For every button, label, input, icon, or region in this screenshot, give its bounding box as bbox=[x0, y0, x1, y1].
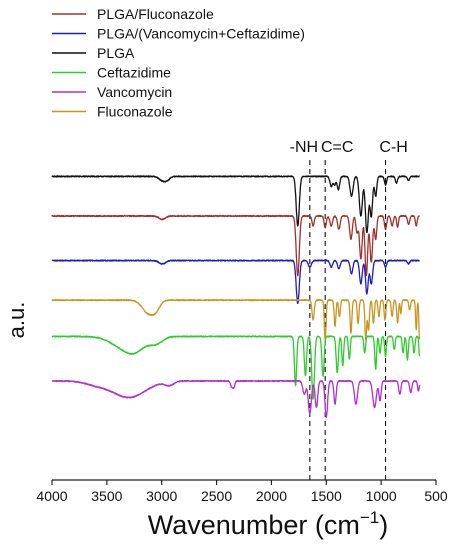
annotation-label: C=C bbox=[321, 139, 353, 156]
legend-label: Ceftazidime bbox=[97, 65, 171, 81]
annotation-label: -NH bbox=[290, 139, 318, 156]
peak-annotations: -NH C=C C-H bbox=[290, 139, 408, 480]
x-tick-label: 3500 bbox=[91, 488, 122, 504]
x-tick-label: 1500 bbox=[311, 488, 342, 504]
y-axis-label: a.u. bbox=[4, 302, 29, 339]
x-tick-label: 3000 bbox=[146, 488, 177, 504]
x-tick-label: 2000 bbox=[256, 488, 287, 504]
x-axis-label-superscript: −1 bbox=[360, 508, 379, 527]
legend-label: PLGA/(Vancomycin+Ceftazidime) bbox=[97, 26, 305, 42]
series-line bbox=[51, 175, 421, 234]
legend-label: Vancomycin bbox=[97, 84, 172, 100]
legend-label: PLGA/Fluconazole bbox=[97, 6, 214, 22]
spectra-lines bbox=[51, 175, 421, 418]
x-tick-label: 4000 bbox=[36, 488, 67, 504]
legend-label: PLGA bbox=[97, 45, 135, 61]
series-line bbox=[51, 379, 421, 418]
series-line bbox=[51, 214, 421, 277]
axes: 4000 3500 3000 2500 2000 1500 1000 500 bbox=[36, 479, 448, 504]
x-axis-label-main: Wavenumber (cm bbox=[148, 510, 360, 540]
x-axis-label-close: ) bbox=[379, 510, 388, 540]
x-tick-label: 1000 bbox=[366, 488, 397, 504]
x-tick-label: 500 bbox=[424, 488, 448, 504]
x-axis-label: Wavenumber (cm−1) bbox=[148, 508, 388, 540]
series-line bbox=[51, 335, 421, 400]
x-tick-label: 2500 bbox=[201, 488, 232, 504]
series-line bbox=[51, 299, 421, 341]
annotation-label: C-H bbox=[379, 139, 407, 156]
legend: PLGA/Fluconazole PLGA/(Vancomycin+Ceftazi… bbox=[52, 6, 305, 120]
legend-label: Fluconazole bbox=[97, 104, 173, 120]
series-line bbox=[51, 259, 420, 304]
